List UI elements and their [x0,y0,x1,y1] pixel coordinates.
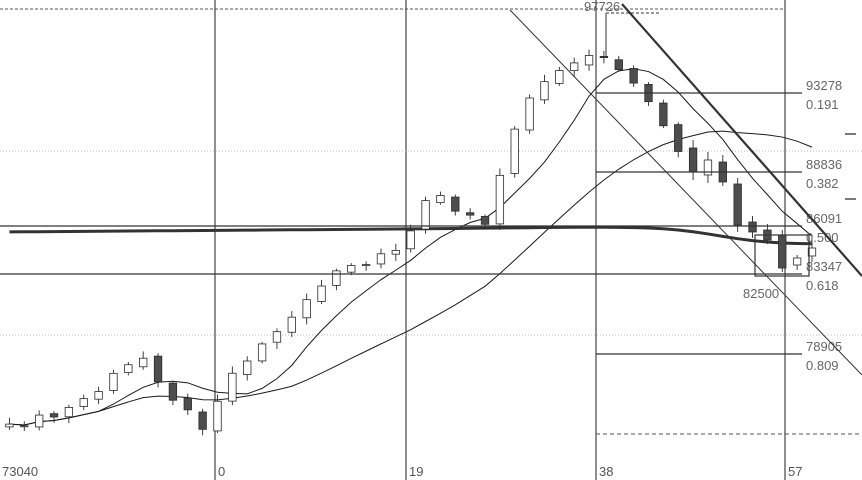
svg-text:83347: 83347 [806,259,842,274]
svg-text:93278: 93278 [806,78,842,93]
svg-text:38: 38 [599,464,613,479]
svg-text:0.191: 0.191 [806,97,839,112]
svg-text:73040: 73040 [2,464,38,479]
svg-text:0.618: 0.618 [806,278,839,293]
svg-text:82500: 82500 [743,286,779,301]
svg-text:97726: 97726 [584,0,620,14]
svg-text:88836: 88836 [806,157,842,172]
svg-text:0: 0 [218,464,225,479]
svg-text:19: 19 [409,464,423,479]
svg-text:78905: 78905 [806,339,842,354]
svg-text:0.382: 0.382 [806,176,839,191]
svg-text:0.809: 0.809 [806,358,839,373]
svg-text:57: 57 [788,464,802,479]
